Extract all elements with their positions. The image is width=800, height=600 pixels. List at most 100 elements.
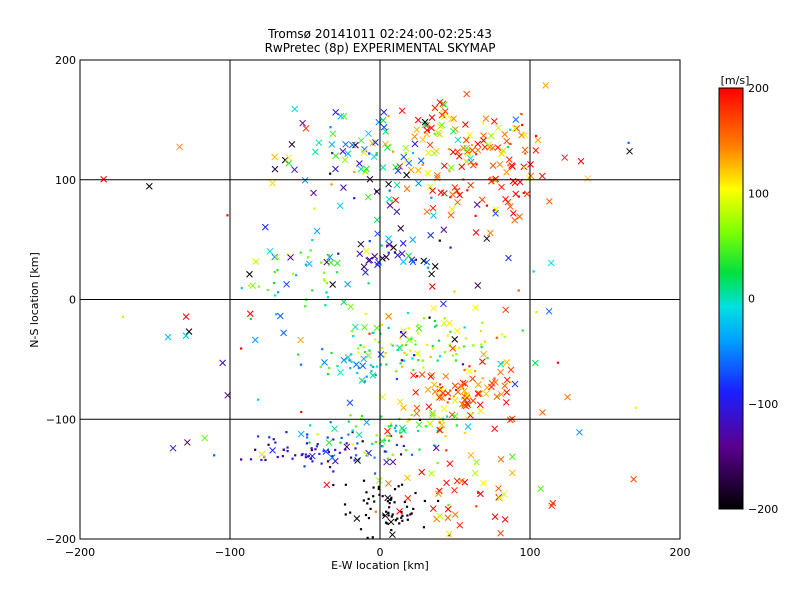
data-point-x [497, 368, 504, 376]
data-point-dot [522, 166, 526, 169]
data-point-x [461, 387, 468, 395]
data-point-dot [489, 176, 492, 179]
data-point-x [328, 141, 336, 148]
data-point-x [417, 157, 425, 165]
data-point-x [458, 477, 465, 485]
data-point-dot [306, 436, 309, 439]
data-point-x [462, 136, 470, 144]
data-point-dot [313, 207, 316, 210]
data-point-x [479, 358, 486, 365]
data-point-x [183, 439, 191, 446]
data-point-x [288, 140, 296, 148]
data-point-x [392, 196, 400, 204]
data-point-dot [424, 425, 427, 428]
data-point-x [385, 480, 392, 487]
data-point-x [506, 416, 514, 424]
colorbar-label: [m/s] [721, 74, 750, 87]
data-point-dot [386, 434, 389, 437]
data-point-x [440, 319, 448, 327]
data-point-x [509, 163, 516, 170]
data-point-x [428, 283, 436, 290]
data-point-dot [451, 354, 455, 357]
data-point-dot [365, 491, 368, 494]
data-point-dot [239, 347, 243, 350]
data-point-x [447, 115, 455, 123]
data-point-dot [418, 448, 421, 451]
data-point-dot [486, 356, 489, 360]
data-point-dot [432, 411, 435, 414]
data-point-dot [444, 435, 447, 438]
data-point-dot [336, 365, 339, 368]
data-point-x [269, 447, 276, 454]
data-point-x [450, 115, 458, 123]
data-point-x [185, 328, 193, 335]
data-point-dot [374, 338, 377, 341]
data-point-x [365, 130, 372, 137]
data-point-x [497, 455, 505, 463]
data-point-x [325, 439, 333, 446]
data-point-x [455, 152, 463, 160]
data-point-dot [330, 183, 333, 186]
data-point-dot [390, 424, 393, 427]
data-point-x [340, 113, 348, 120]
data-point-x [491, 425, 499, 433]
data-point-x [428, 270, 435, 278]
data-point-dot [375, 190, 378, 193]
colorbar-tick-label: −100 [748, 398, 778, 411]
data-point-dot [327, 366, 331, 370]
data-point-dot [328, 466, 332, 469]
data-point-x [361, 323, 368, 331]
data-point-dot [375, 434, 378, 437]
data-point-x [201, 434, 209, 442]
data-point-dot [412, 507, 415, 510]
data-point-x [415, 167, 422, 174]
data-point-x [285, 154, 292, 162]
data-point-x [489, 144, 497, 152]
data-point-x [276, 312, 284, 320]
data-point-x [564, 393, 571, 401]
data-point-x [495, 124, 502, 132]
data-point-x [511, 124, 519, 132]
data-point-dot [405, 353, 408, 356]
data-point-x [421, 118, 429, 126]
data-point-x [269, 180, 276, 187]
data-point-x [332, 152, 340, 160]
data-point-dot [360, 414, 364, 418]
data-point-dot [329, 172, 332, 175]
data-point-dot [406, 311, 410, 315]
data-point-x [337, 112, 345, 120]
grid-lines [80, 60, 680, 539]
data-point-x [423, 208, 431, 216]
data-point-x [396, 508, 403, 515]
data-point-dot [308, 441, 311, 444]
data-point-dot [448, 397, 451, 400]
data-point-x [418, 468, 426, 476]
data-point-dot [276, 269, 279, 272]
data-point-x [258, 451, 266, 458]
data-point-dot [445, 449, 448, 452]
data-point-x [364, 193, 372, 201]
data-point-dot [389, 498, 393, 501]
data-point-x [498, 183, 505, 191]
data-point-dot [393, 501, 396, 504]
data-point-x [537, 485, 544, 493]
data-point-dot [448, 343, 451, 346]
data-point-dot [412, 369, 415, 372]
data-point-dot [334, 448, 337, 452]
data-point-dot [470, 413, 473, 416]
data-point-dot [493, 208, 496, 212]
data-point-dot [453, 290, 456, 293]
data-point-dot [433, 325, 437, 328]
data-point-dot [351, 443, 354, 446]
data-point-x [473, 201, 481, 208]
data-point-x [441, 162, 448, 170]
data-point-dot [455, 424, 458, 427]
data-point-x [434, 490, 442, 498]
data-point-x [285, 159, 293, 167]
data-point-x [353, 515, 361, 522]
data-point-dot [422, 526, 426, 529]
data-point-dot [399, 337, 402, 340]
data-point-dot [353, 197, 356, 200]
data-point-dot [319, 365, 322, 369]
data-point-x [306, 260, 313, 268]
